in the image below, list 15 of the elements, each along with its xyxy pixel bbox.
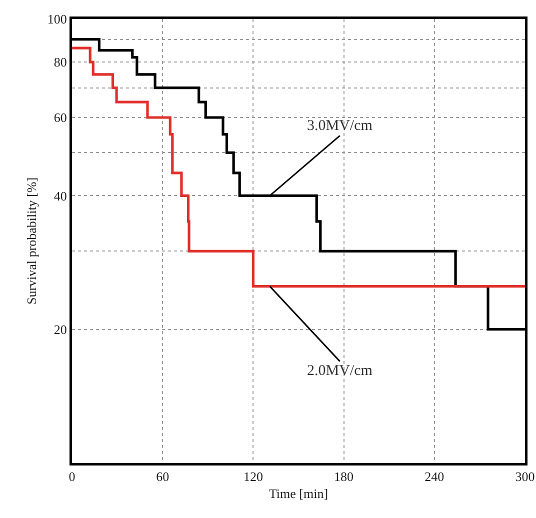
y-tick-label: 20 [54, 322, 67, 337]
x-tick-label: 120 [243, 469, 263, 484]
y-tick-label: 60 [54, 110, 67, 126]
y-tick-label: 80 [54, 54, 67, 70]
x-tick-label: 180 [334, 469, 354, 484]
y-tick-label: 100 [47, 12, 67, 27]
y-tick-label: 40 [54, 188, 67, 204]
x-tick-label: 60 [156, 469, 170, 484]
x-tick-label: 240 [424, 469, 444, 484]
y-axis-title: Survival probability [%] [24, 177, 40, 305]
annotation: 3.0MV/cm [307, 118, 373, 134]
x-tick-label: 0 [68, 469, 76, 484]
x-tick-label: 300 [515, 469, 535, 484]
x-axis-title: Time [min] [268, 486, 328, 501]
annotation: 2.0MV/cm [307, 363, 373, 379]
